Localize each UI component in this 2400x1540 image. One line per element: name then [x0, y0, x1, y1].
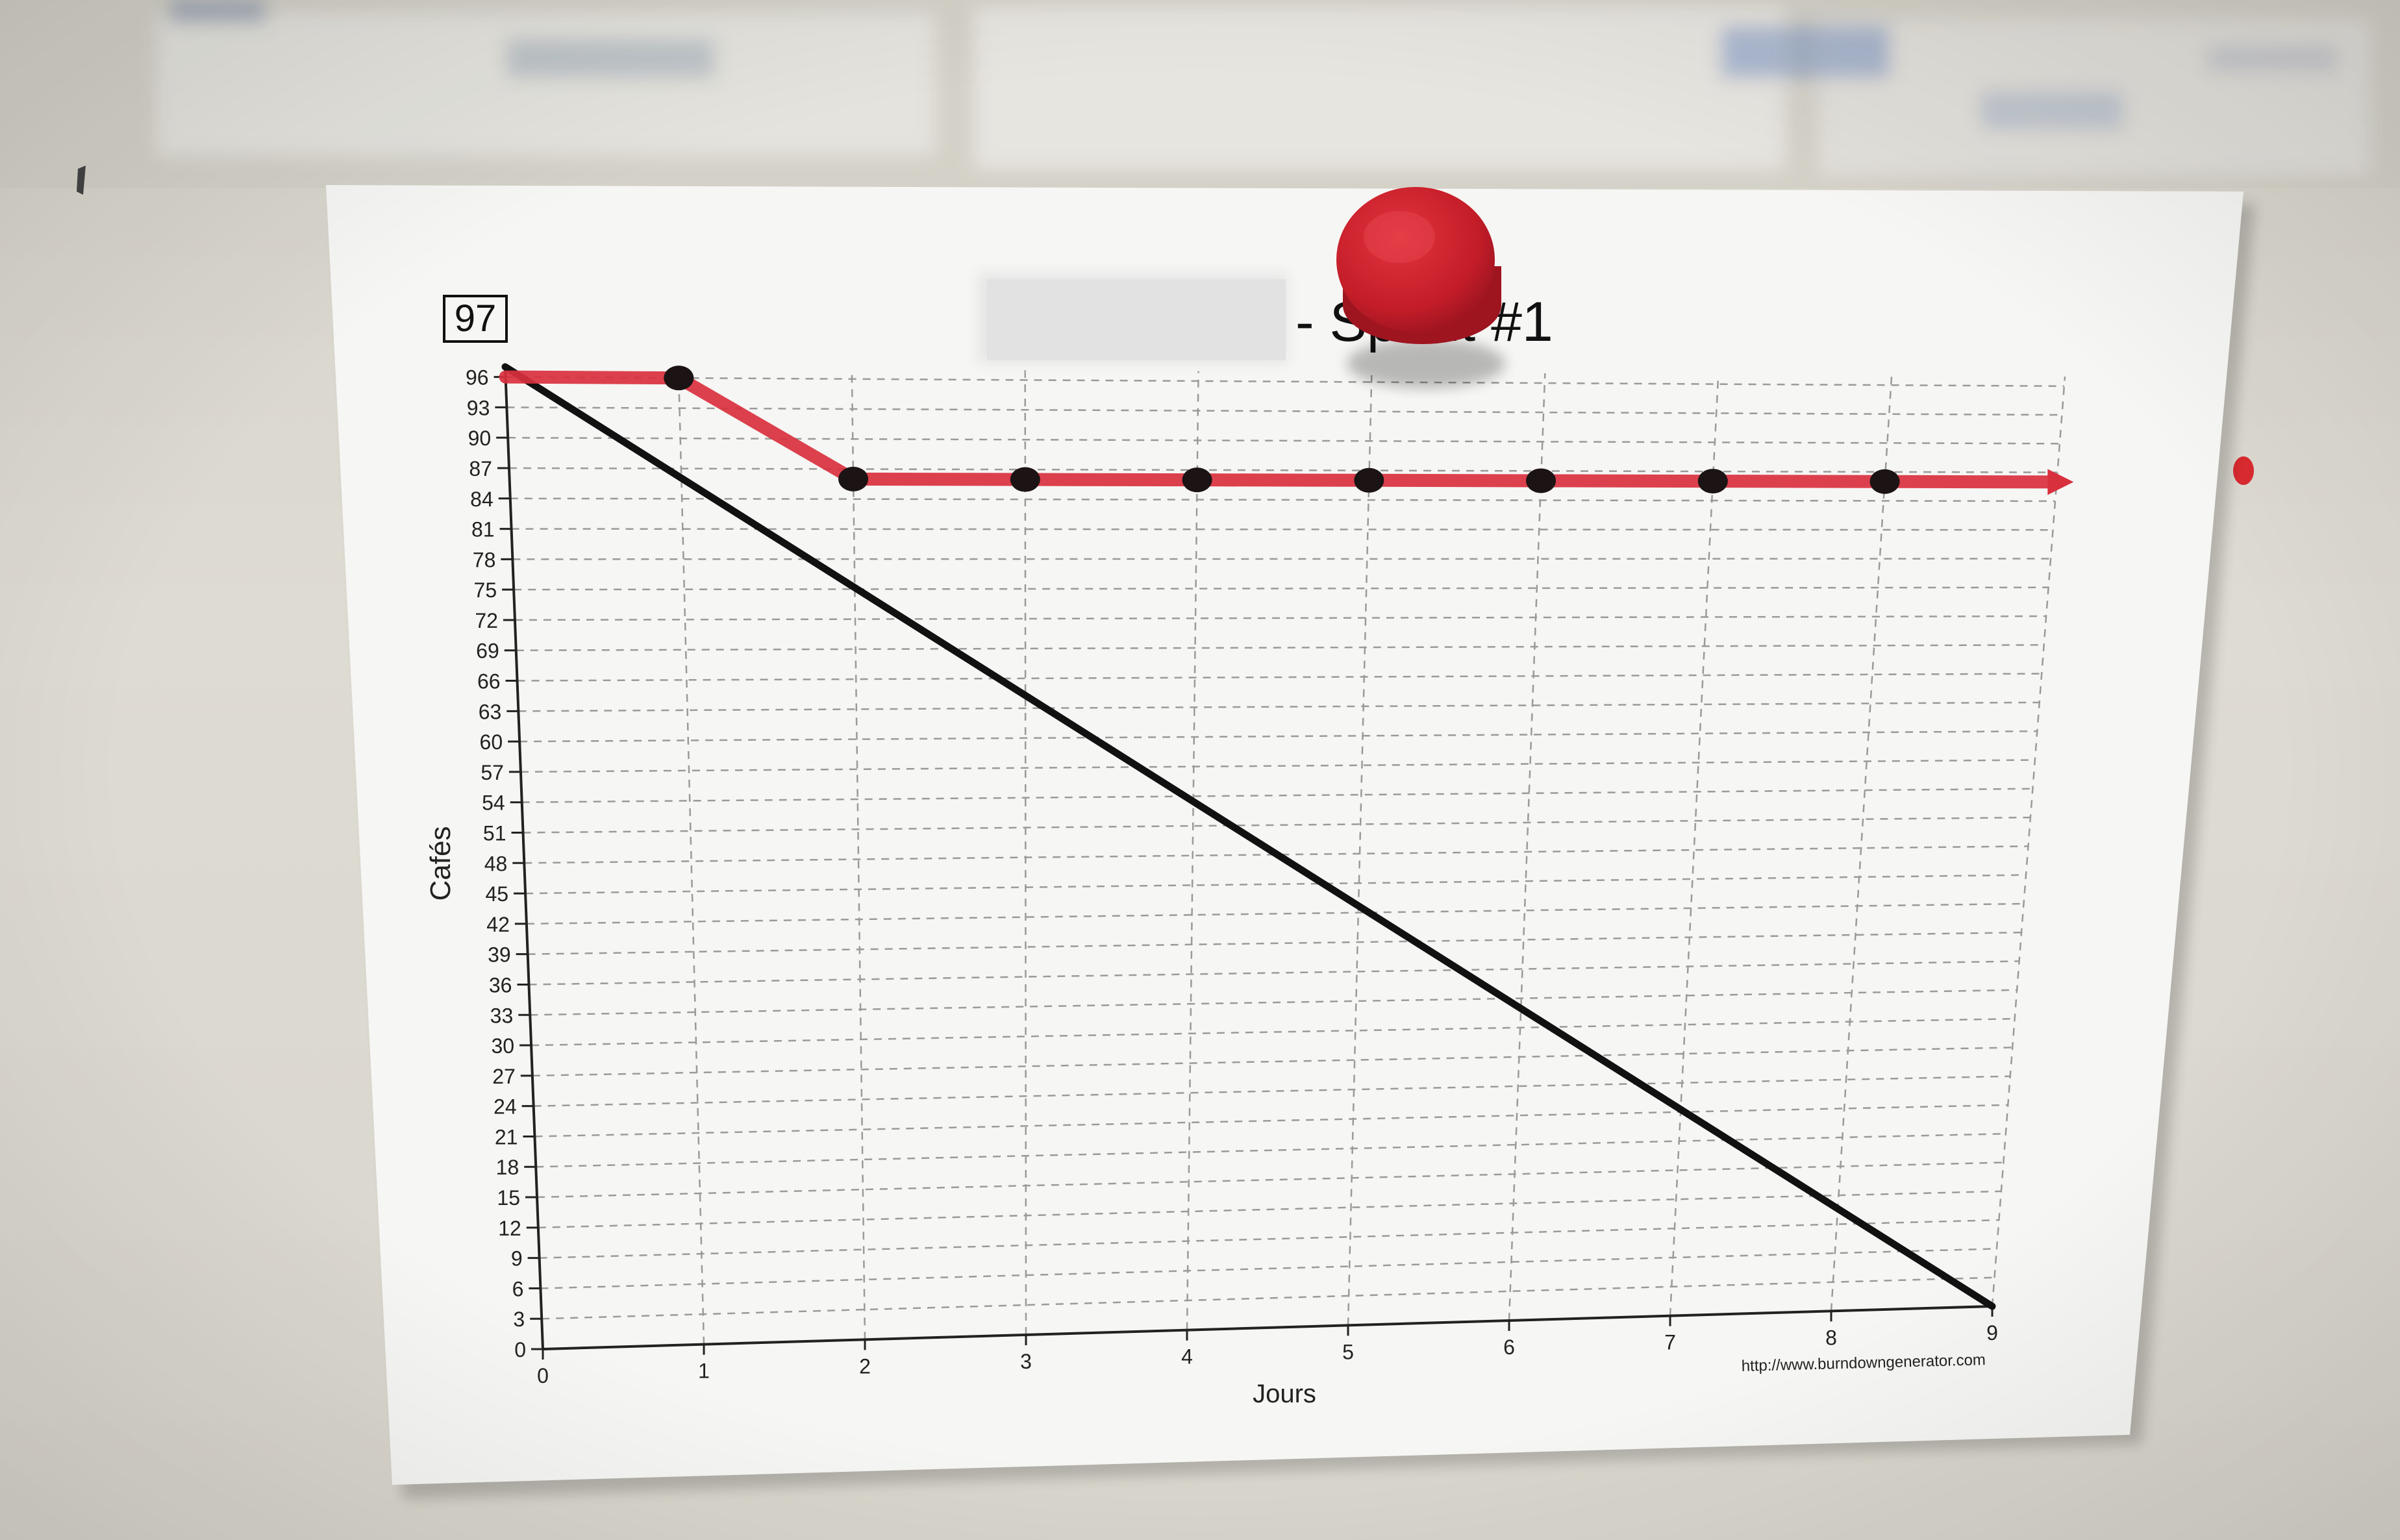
y-tick-label: 63 [479, 700, 502, 723]
y-tick-label: 33 [490, 1004, 514, 1027]
y-tick-label: 21 [495, 1125, 518, 1149]
y-tick-label: 15 [497, 1186, 520, 1210]
x-tick-label: 6 [1503, 1335, 1515, 1359]
y-tick-label: 72 [475, 609, 498, 632]
y-tick-label: 54 [482, 791, 505, 815]
x-tick-label: 5 [1342, 1340, 1354, 1363]
wall-mark [77, 166, 86, 195]
y-tick-label: 36 [489, 973, 512, 997]
y-tick-label: 30 [491, 1034, 514, 1058]
y-tick-label: 57 [481, 761, 504, 784]
actual-point [1010, 467, 1040, 492]
actual-point [1354, 467, 1384, 493]
y-tick-label: 3 [513, 1308, 525, 1331]
wall-red-dot [2233, 456, 2254, 485]
y-tick-label: 69 [476, 640, 499, 663]
x-axis-title: Jours [1253, 1380, 1316, 1408]
x-tick-label: 0 [537, 1364, 549, 1387]
x-tick-label: 2 [859, 1354, 871, 1378]
y-tick-label: 75 [474, 578, 497, 602]
x-tick-label: 7 [1664, 1331, 1676, 1354]
y-tick-label: 90 [468, 427, 492, 450]
y-tick-label: 9 [511, 1247, 523, 1271]
y-tick-label: 6 [512, 1277, 524, 1300]
y-tick-label: 24 [494, 1095, 517, 1119]
y-tick-label: 87 [469, 457, 492, 480]
actual-point [838, 466, 869, 491]
y-tick-label: 48 [484, 852, 508, 875]
x-tick-label: 9 [1986, 1321, 1998, 1345]
y-tick-label: 60 [480, 730, 503, 754]
y-axis-title: Cafés [425, 826, 456, 901]
actual-point [1869, 469, 1900, 494]
y-tick-label: 84 [470, 488, 494, 511]
y-tick-label: 18 [496, 1156, 519, 1179]
actual-point [1526, 468, 1556, 493]
y-tick-label: 39 [488, 943, 511, 967]
actual-point [1182, 467, 1212, 493]
x-tick-label: 8 [1825, 1326, 1837, 1349]
actual-point [664, 366, 694, 391]
x-tick-label: 4 [1181, 1345, 1193, 1369]
y-tick-label: 93 [467, 396, 490, 419]
actual-point [1697, 469, 1728, 494]
y-tick-label: 78 [473, 548, 496, 571]
y-tick-label: 27 [492, 1065, 516, 1088]
y-tick-label: 96 [466, 366, 489, 390]
y-tick-label: 66 [477, 670, 501, 693]
y-tick-label: 0 [514, 1338, 526, 1361]
y-tick-label: 42 [486, 913, 510, 936]
y-tick-label: 81 [471, 518, 495, 541]
y-tick-label: 51 [483, 822, 506, 845]
y-tick-label: 12 [498, 1217, 521, 1240]
total-box-value: 97 [455, 297, 497, 340]
x-tick-label: 3 [1020, 1350, 1032, 1373]
y-tick-label: 45 [485, 882, 508, 906]
x-tick-label: 1 [698, 1360, 710, 1383]
